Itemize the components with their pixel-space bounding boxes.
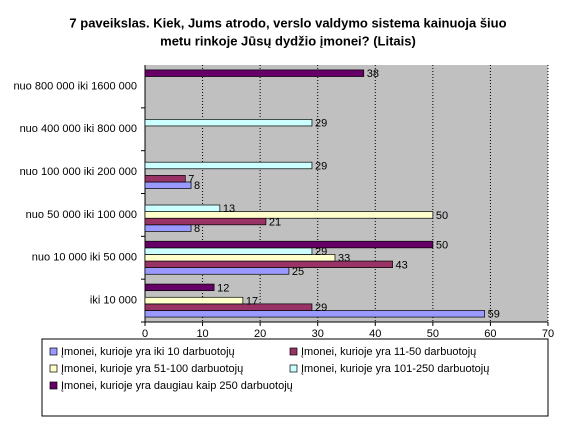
data-label: 7	[188, 174, 194, 186]
x-tick-label: 60	[484, 328, 496, 340]
x-tick-label: 40	[369, 328, 381, 340]
x-tick-label: 10	[196, 328, 208, 340]
legend-label: Įmonei, kurioje yra iki 10 darbuotojų	[61, 346, 235, 358]
y-tick-label: nuo 10 000 iki 50 000	[32, 252, 137, 264]
legend-swatch	[49, 347, 58, 356]
bar	[144, 69, 365, 77]
bar	[144, 296, 244, 305]
bar	[144, 161, 313, 170]
bar	[144, 283, 215, 292]
y-tick-label: nuo 50 000 iki 100 000	[26, 209, 137, 221]
data-label: 12	[217, 282, 229, 294]
bar	[144, 310, 486, 318]
data-label: 50	[436, 210, 448, 222]
bar	[144, 175, 186, 183]
y-tick-label: nuo 400 000 iki 800 000	[20, 123, 137, 135]
legend-swatch	[289, 364, 298, 373]
chart-title: 7 paveikslas. Kiek, Jums atrodo, verslo …	[69, 15, 506, 30]
data-label: 29	[315, 160, 327, 172]
data-label: 29	[315, 118, 327, 130]
bar	[144, 303, 313, 311]
bar	[144, 204, 221, 212]
x-tick-label: 0	[142, 328, 148, 340]
legend-swatch	[49, 364, 58, 373]
y-tick-label: nuo 800 000 iki 1600 000	[13, 80, 137, 92]
data-label: 43	[396, 259, 408, 271]
legend-label: Įmonei, kurioje yra 101-250 darbuotojų	[301, 363, 489, 375]
data-label: 17	[246, 295, 258, 307]
bar	[144, 267, 290, 275]
bar	[144, 260, 393, 268]
bar	[144, 181, 192, 189]
y-tick-label: iki 10 000	[90, 294, 137, 306]
legend-label: Įmonei, kurioje yra 51-100 darbuotojų	[61, 363, 243, 375]
data-label: 50	[436, 239, 448, 251]
x-tick-label: 30	[312, 328, 324, 340]
x-tick-label: 50	[427, 328, 439, 340]
chart-subtitle: metu rinkoje Jūsų dydžio įmonei? (Litais…	[160, 33, 416, 48]
data-label: 33	[338, 253, 350, 265]
data-label: 13	[223, 203, 235, 215]
data-label: 59	[488, 309, 500, 321]
plot-area	[145, 65, 548, 322]
data-label: 21	[269, 216, 281, 228]
data-label: 25	[292, 266, 304, 278]
bar	[144, 211, 434, 219]
data-label: 8	[194, 223, 200, 235]
legend-swatch	[289, 347, 298, 356]
data-label: 38	[367, 68, 379, 80]
bar	[144, 247, 313, 255]
bar	[144, 224, 192, 232]
x-tick-label: 70	[542, 328, 554, 340]
y-tick-label: nuo 100 000 iki 200 000	[20, 166, 137, 178]
bar	[144, 254, 336, 262]
bar	[144, 240, 434, 249]
data-label: 29	[315, 246, 327, 258]
x-tick-label: 20	[254, 328, 266, 340]
bar	[144, 217, 267, 226]
legend-label: Įmonei, kurioje yra daugiau kaip 250 dar…	[61, 380, 293, 392]
legend-label: Įmonei, kurioje yra 11-50 darbuotojų	[301, 346, 476, 358]
legend-swatch	[49, 381, 58, 390]
data-label: 29	[315, 302, 327, 314]
bar	[144, 118, 313, 127]
data-label: 8	[194, 180, 200, 192]
